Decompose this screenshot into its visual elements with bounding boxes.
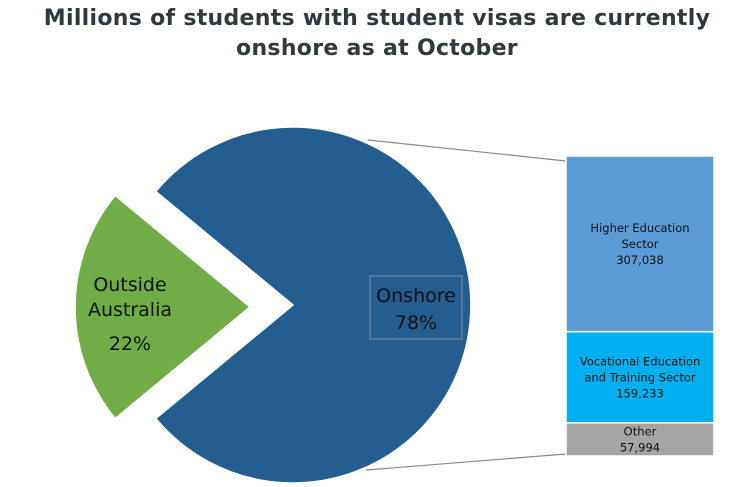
slice-outside-australia bbox=[74, 194, 252, 420]
onshore-percent-label: 78% bbox=[395, 312, 437, 334]
breakdown-name-label: Higher Education bbox=[590, 221, 689, 235]
breakdown-name-label: Vocational Education bbox=[580, 354, 701, 368]
onshore-label-box bbox=[369, 275, 463, 340]
chart-title: Millions of students with student visas … bbox=[43, 6, 711, 61]
outside-australia-percent-label: 22% bbox=[109, 333, 151, 355]
slice-onshore bbox=[154, 126, 472, 484]
breakdown-value-label: 57,994 bbox=[620, 440, 660, 454]
outside-australia-label: Outside bbox=[93, 274, 166, 296]
onshore-label: Onshore bbox=[376, 285, 456, 307]
breakdown-segment-2 bbox=[565, 422, 715, 457]
breakdown-name-label: and Training Sector bbox=[584, 370, 696, 384]
breakdown-name-label: Other bbox=[624, 424, 657, 438]
connector-line-bottom bbox=[365, 453, 567, 471]
outside-australia-label: Australia bbox=[88, 299, 172, 321]
breakdown-value-label: 159,233 bbox=[616, 386, 664, 400]
breakdown-name-label: Sector bbox=[622, 237, 659, 251]
connector-line-top bbox=[367, 139, 567, 162]
breakdown-value-label: 307,038 bbox=[616, 253, 664, 267]
